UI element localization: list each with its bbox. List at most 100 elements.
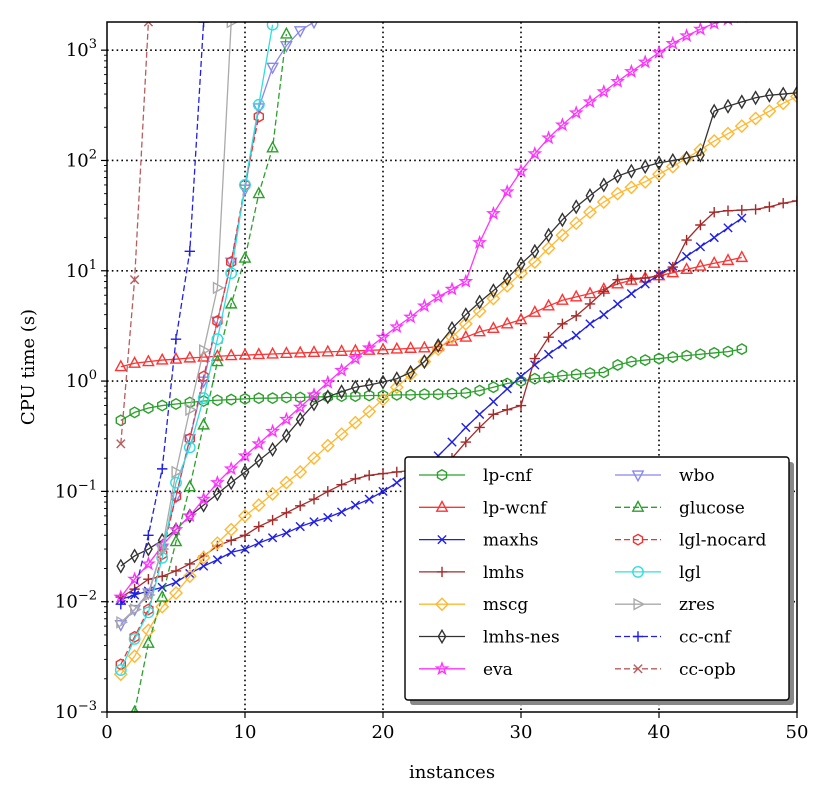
data-point [223,461,239,476]
legend-item-zres: zres [615,595,715,615]
data-point [225,393,237,406]
data-point [361,340,377,355]
data-point [557,339,568,350]
data-point [557,318,568,330]
y-tick-label: 10−1 [55,478,97,502]
data-point [377,468,389,479]
data-point [544,227,554,243]
legend-item-cc-opb: cc-opb [615,660,736,680]
x-axis-title: instances [409,762,495,783]
series-line-eva [120,22,722,598]
data-point [723,223,733,233]
series-lgl [114,22,279,676]
data-point [238,250,252,263]
data-point [267,514,278,526]
data-point [555,117,570,132]
data-point [281,507,292,518]
data-point [626,273,637,284]
data-point [321,344,335,357]
data-point [225,267,238,280]
data-point [170,476,182,489]
legend-label: lmhs [483,563,524,583]
data-point [653,352,665,365]
data-point [598,286,609,297]
data-point [778,197,789,209]
data-point [308,493,320,505]
data-point [224,522,239,537]
data-point [556,293,569,305]
legend-item-glucose: glucose [615,498,745,518]
data-point [157,542,170,556]
data-point [807,86,814,98]
data-point [392,371,402,387]
data-point [640,279,650,289]
data-point [391,388,403,401]
data-point [639,354,651,367]
data-point [681,251,692,262]
data-point [334,362,349,377]
data-point [293,345,307,358]
data-point [541,130,556,145]
data-point [295,521,305,532]
data-point [252,186,266,199]
data-point [143,573,154,585]
data-point [513,163,529,178]
x-tick-label: 40 [648,722,671,743]
data-point [681,349,692,362]
data-point [211,333,224,346]
series-cc-cnf [115,22,209,610]
data-point [431,342,446,357]
legend-label: mscg [483,595,528,615]
series-cc-opb [116,22,154,449]
legend-marker [631,470,645,483]
data-point [693,22,708,36]
data-point [693,142,708,157]
data-point [695,348,706,361]
data-point [612,274,623,285]
data-point [211,316,224,329]
data-point [225,256,237,269]
data-point [348,415,363,430]
data-point [309,517,319,527]
data-point [266,346,279,359]
series-glucose [116,26,293,727]
data-point [376,392,390,407]
data-point [735,250,749,263]
data-point [129,630,140,643]
y-tick-label: 100 [66,368,97,392]
data-point [171,465,184,479]
data-point [129,587,140,599]
data-point [116,717,126,727]
data-point [582,94,598,109]
data-point [473,324,486,337]
data-point [472,234,487,249]
data-point [764,87,774,103]
data-point [127,571,142,586]
data-point [320,438,335,453]
data-point [515,375,527,388]
series-line-zres [120,22,232,623]
data-point [667,261,678,273]
data-point [790,89,797,104]
data-point [212,555,223,565]
data-point [197,392,210,405]
series-zres [116,22,239,629]
data-point [668,152,678,169]
series-line-lp-cnf [120,348,742,421]
data-point [143,588,156,602]
data-point [571,310,582,322]
data-point [446,387,458,400]
data-point [389,380,404,395]
data-point [430,289,446,304]
data-point [461,422,471,433]
data-point [694,258,707,271]
data-point [378,374,388,390]
data-point [555,228,570,243]
data-point [268,441,278,458]
legend-item-lgl: lgl [615,563,701,583]
data-point [596,83,612,98]
data-point [142,606,155,619]
legend-label: lgl [679,563,701,583]
legend-marker [435,597,449,612]
data-point [502,404,513,415]
